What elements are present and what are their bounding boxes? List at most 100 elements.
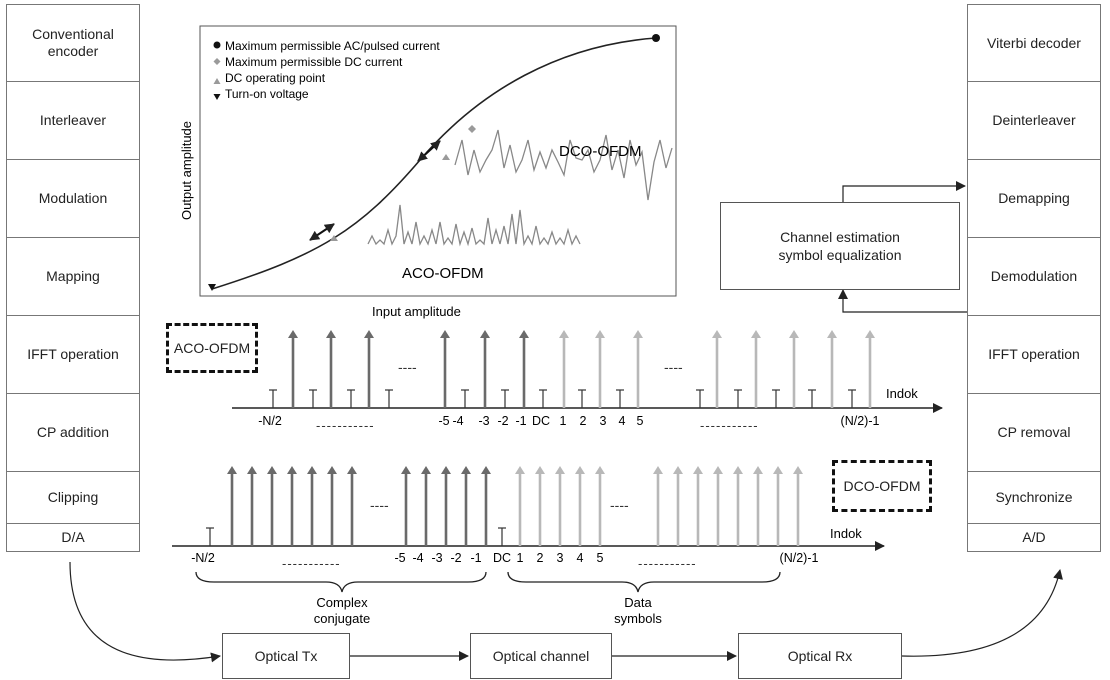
transmitter-chain: Conventional encoder Interleaver Modulat… xyxy=(6,4,140,552)
aco-tick-label: 1 xyxy=(560,414,567,428)
dco-tick-label: -5 xyxy=(394,551,405,565)
legend-circle-icon xyxy=(213,41,221,49)
dco-tick-label: (N/2)-1 xyxy=(780,551,819,565)
dco-stem-neg-3 xyxy=(287,466,297,546)
aco-tick-label: (N/2)-1 xyxy=(841,414,880,428)
inset-ylabel: Output amplitude xyxy=(179,121,194,220)
dco-stem-mid-4 xyxy=(481,466,491,546)
aco-nub-end-0 xyxy=(696,389,704,408)
aco-tick-label: -4 xyxy=(452,414,463,428)
aco-tick-label: -N/2 xyxy=(258,414,282,428)
dco-stem-pos-2 xyxy=(555,466,565,546)
tx-block-clipping: Clipping xyxy=(6,472,140,524)
legend-triangle-up-icon xyxy=(213,78,221,84)
dco-waveform xyxy=(454,129,673,201)
dco-tick-label: 5 xyxy=(597,551,604,565)
aco-curve-label: ACO-OFDM xyxy=(402,265,484,282)
aco-axis-label: Indok xyxy=(886,386,918,401)
aco-nub-neg-2 xyxy=(347,389,355,408)
dco-ofdm-tag: DCO-OFDM xyxy=(832,460,932,512)
brace-right-line2: symbols xyxy=(614,611,662,626)
flow-demod-to-est xyxy=(838,289,967,313)
aco-stem-neg-2 xyxy=(364,330,374,408)
dco-stem-end-0 xyxy=(653,466,663,546)
dco-tick-labels: -N/2 -5 -4 -3 -2 -1 DC 1 2 3 4 5 (N/2)-1 xyxy=(191,551,818,565)
dco-stem-pos-0 xyxy=(515,466,525,546)
dco-ellipsis-left: ---- xyxy=(370,497,389,513)
dco-tick-label: -4 xyxy=(412,551,423,565)
aco-nub-end-3 xyxy=(808,389,816,408)
legend-label-ac: Maximum permissible AC/pulsed current xyxy=(225,39,440,53)
aco-nub-end-4 xyxy=(848,389,856,408)
dco-ellipsis-right: ---- xyxy=(610,497,629,513)
dco-stem-neg-2 xyxy=(267,466,277,546)
aco-waveform xyxy=(367,204,581,247)
dco-tick-label: -1 xyxy=(470,551,481,565)
aco-stem-end-2 xyxy=(789,330,799,408)
brace-data-symbols xyxy=(507,571,781,593)
flow-da-to-tx xyxy=(69,561,221,663)
receiver-chain: Viterbi decoder Deinterleaver Demapping … xyxy=(967,4,1101,552)
dco-stem-neg-4 xyxy=(307,466,317,546)
aco-nub-pos-1 xyxy=(616,389,624,408)
dco-tick-label: 3 xyxy=(557,551,564,565)
dco-stem-mid-1 xyxy=(421,466,431,546)
aco-stems xyxy=(269,330,875,408)
brace-right-line1: Data xyxy=(624,595,652,610)
dco-stem-pos-4 xyxy=(595,466,605,546)
aco-nub-neg-3 xyxy=(385,389,393,408)
dco-stem-pos-3 xyxy=(575,466,585,546)
legend-diamond-icon xyxy=(213,58,221,65)
aco-ellipsis-low-left: ----------- xyxy=(316,418,375,433)
dco-tick-label: -3 xyxy=(431,551,442,565)
dco-stem-end-6 xyxy=(773,466,783,546)
dco-stem-mid-3 xyxy=(461,466,471,546)
rx-block-deinterleaver: Deinterleaver xyxy=(967,82,1101,160)
rx-block-synchronize: Synchronize xyxy=(967,472,1101,524)
dco-tick-label: DC xyxy=(493,551,511,565)
aco-tick-label: 4 xyxy=(619,414,626,428)
max-dc-marker xyxy=(468,125,476,133)
dco-nub-dc xyxy=(498,527,506,546)
dc-operating-marker xyxy=(442,154,450,160)
aco-stem-neg-1 xyxy=(326,330,336,408)
legend-triangle-down-icon xyxy=(213,94,221,100)
dco-stem-mid-2 xyxy=(441,466,451,546)
dco-stem-end-5 xyxy=(753,466,763,546)
rx-block-viterbi: Viterbi decoder xyxy=(967,4,1101,82)
aco-stem-mid-0 xyxy=(440,330,450,408)
tx-block-mapping: Mapping xyxy=(6,238,140,316)
dco-tick-label: 1 xyxy=(517,551,524,565)
aco-ellipsis-left: ---- xyxy=(398,359,417,375)
rx-block-ad: A/D xyxy=(967,524,1101,552)
aco-tick-label: -1 xyxy=(515,414,526,428)
aco-tick-labels: -N/2 -5 -4 -3 -2 -1 DC 1 2 3 4 5 (N/2)-1 xyxy=(258,414,879,428)
dco-stem-end-1 xyxy=(673,466,683,546)
aco-stem-mid-2 xyxy=(519,330,529,408)
aco-swing-arrow xyxy=(309,223,335,241)
turn-on-marker xyxy=(208,284,216,291)
brace-complex-conjugate xyxy=(195,571,487,593)
aco-nub-neg-0 xyxy=(269,389,277,408)
aco-tick-label: DC xyxy=(532,414,550,428)
rx-block-ifft: IFFT operation xyxy=(967,316,1101,394)
aco-tick-label: 5 xyxy=(637,414,644,428)
optical-rx-box: Optical Rx xyxy=(738,633,902,679)
aco-nub-end-1 xyxy=(734,389,742,408)
aco-nub-pos-0 xyxy=(578,389,586,408)
dco-stems xyxy=(206,466,803,546)
aco-nub-mid-2 xyxy=(539,389,547,408)
flow-est-to-demapping xyxy=(842,181,966,202)
tx-block-modulation: Modulation xyxy=(6,160,140,238)
rx-block-cp-removal: CP removal xyxy=(967,394,1101,472)
dco-ellipsis-low-right: ----------- xyxy=(638,556,697,571)
aco-ellipsis-right: ---- xyxy=(664,359,683,375)
legend-label-turnon: Turn-on voltage xyxy=(225,87,309,101)
dco-curve-label: DCO-OFDM xyxy=(559,143,642,160)
aco-stem-end-1 xyxy=(751,330,761,408)
dco-stem-neg-6 xyxy=(347,466,357,546)
dco-stem-mid-0 xyxy=(401,466,411,546)
dco-ellipsis-low-left: ----------- xyxy=(282,556,341,571)
dco-stem-neg-5 xyxy=(327,466,337,546)
aco-tick-label: 2 xyxy=(580,414,587,428)
